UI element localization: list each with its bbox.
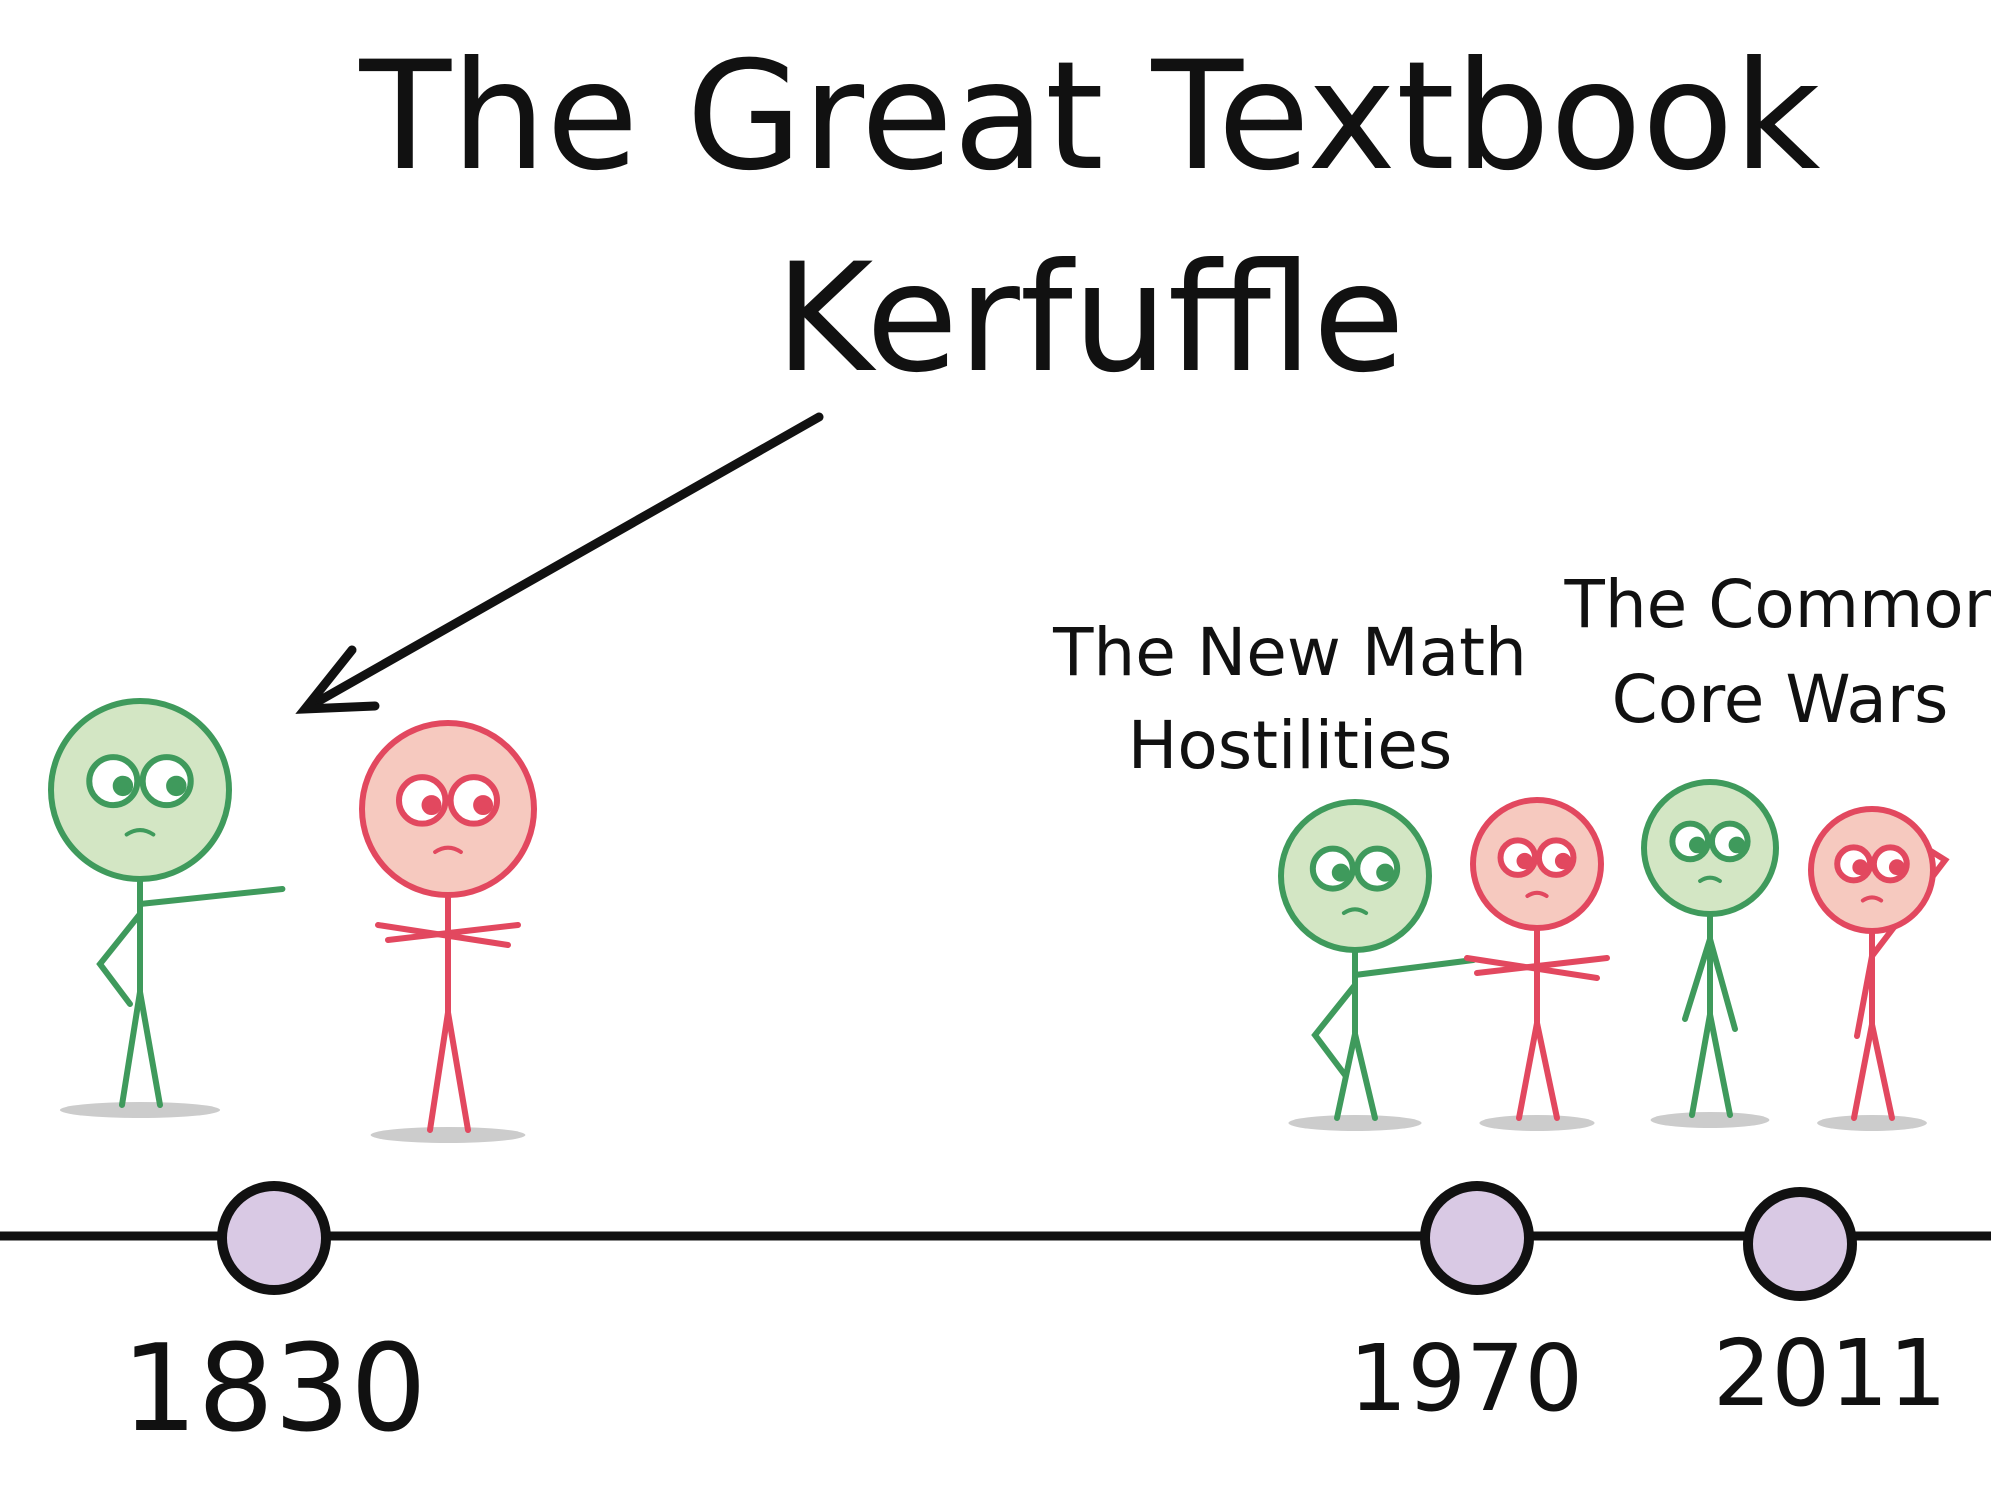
event-label-2011-line2: Core Wars [1612,661,1949,738]
red-figure-arms-crossed-small [1464,797,1610,1131]
year-label-1970: 1970 [1349,1325,1583,1432]
year-label-2011: 2011 [1713,1320,1947,1427]
event-label-2011-line1: The Common [1564,566,1991,643]
red-figure-arms-crossed [359,720,537,1143]
timeline-marker-1970 [1420,1181,1534,1295]
green-figure-pointing-small [1278,799,1477,1131]
green-figure-pointing [48,698,286,1118]
red-figure-scratching-head [1808,806,1950,1131]
year-label-1830: 1830 [121,1320,426,1459]
title-line-1: The Great Textbook [359,30,1821,204]
event-label-1970-line2: Hostilities [1128,707,1453,784]
green-figure-thinking [1641,779,1779,1128]
event-label-1970-line1: The New Math [1052,614,1527,691]
arrow-icon [295,412,824,714]
title-line-2: Kerfuffle [775,232,1405,406]
timeline-marker-2011 [1743,1187,1857,1301]
timeline-marker-1830 [217,1181,331,1295]
